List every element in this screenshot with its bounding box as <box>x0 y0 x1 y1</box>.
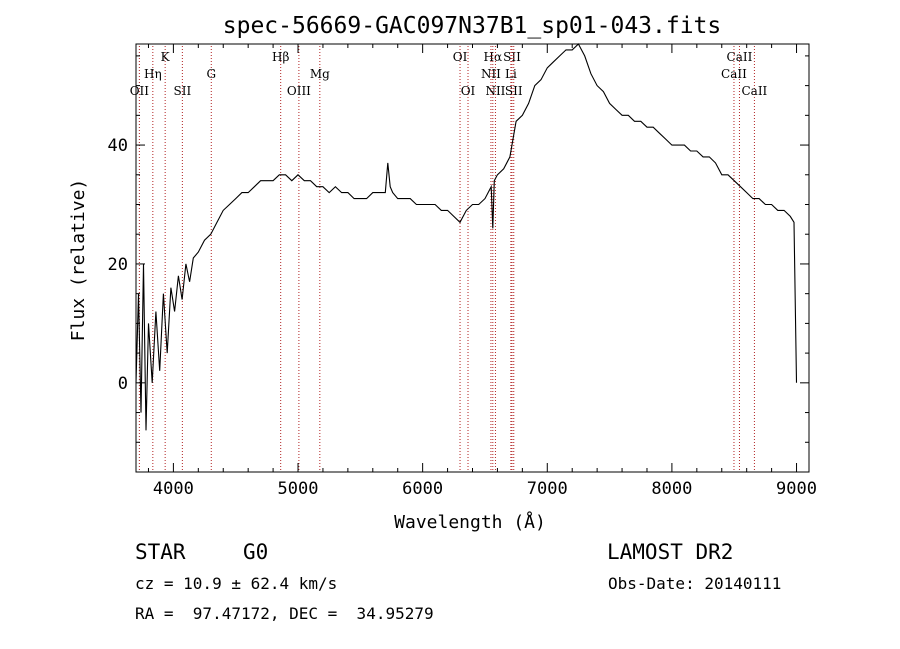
line-markers: OIIHηKSIIGHβOIIIMgOIOIHαNIINIISIILiSIICa… <box>130 46 768 472</box>
axis-ticks: 4000 5000 6000 7000 8000 9000 0 20 40 <box>108 44 817 499</box>
y-tick-label: 0 <box>118 374 128 394</box>
marker-label: NII <box>485 84 505 98</box>
object-class: STAR <box>135 540 186 564</box>
marker-label: Mg <box>310 67 330 81</box>
marker-label: SII <box>505 84 523 98</box>
survey-name: LAMOST DR2 <box>607 540 734 564</box>
marker-label: K <box>161 50 171 64</box>
x-tick-label: 6000 <box>402 479 443 499</box>
y-tick-label: 20 <box>108 255 128 275</box>
x-tick-label: 4000 <box>153 479 194 499</box>
spectrum-line <box>135 43 798 431</box>
marker-label: OI <box>461 84 476 98</box>
marker-label: Hη <box>144 67 162 81</box>
marker-label: SII <box>174 84 192 98</box>
x-tick-label: 8000 <box>651 479 692 499</box>
x-axis-label: Wavelength (Å) <box>394 511 546 533</box>
marker-label: OI <box>453 50 468 64</box>
marker-label: Hβ <box>272 50 289 64</box>
marker-label: Li <box>505 67 517 81</box>
obs-date: Obs-Date: 20140111 <box>608 574 782 593</box>
coordinates: RA = 97.47172, DEC = 34.95279 <box>135 604 434 623</box>
x-tick-label: 7000 <box>527 479 568 499</box>
marker-label: SII <box>503 50 521 64</box>
x-tick-label: 9000 <box>776 479 817 499</box>
y-axis-label: Flux (relative) <box>68 179 89 342</box>
marker-label: CaII <box>721 67 747 81</box>
marker-label: CaII <box>727 50 753 64</box>
plot-frame <box>135 43 810 473</box>
chart-title: spec-56669-GAC097N37B1_sp01-043.fits <box>223 13 722 39</box>
velocity-text: cz = 10.9 ± 62.4 km/s <box>135 574 338 593</box>
marker-label: Hα <box>484 50 503 64</box>
y-tick-label: 40 <box>108 136 128 156</box>
marker-label: NII <box>481 67 501 81</box>
marker-label: OII <box>130 84 150 98</box>
marker-label: OIII <box>287 84 311 98</box>
x-tick-label: 5000 <box>278 479 319 499</box>
marker-label: CaII <box>741 84 767 98</box>
subclass: G0 <box>243 540 269 564</box>
marker-label: G <box>206 67 216 81</box>
